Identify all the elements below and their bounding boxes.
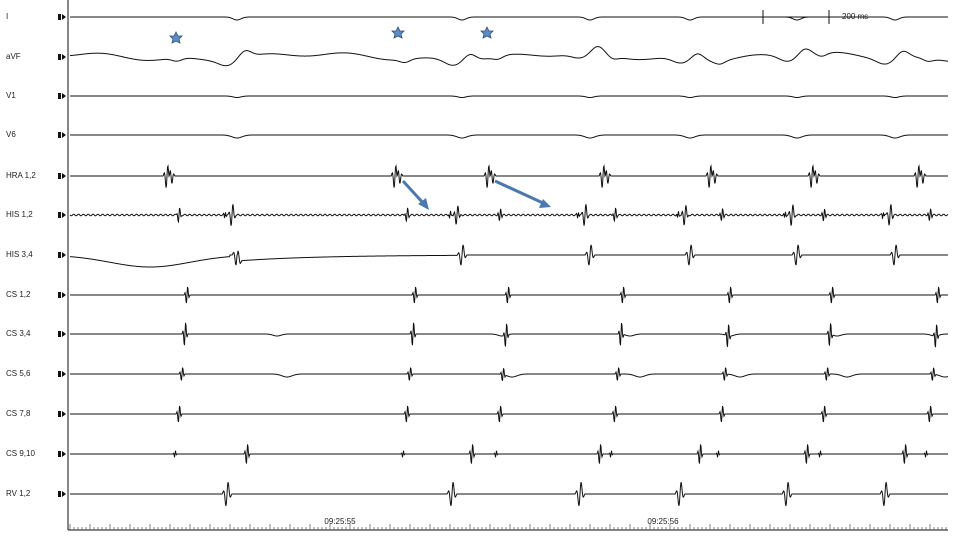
- trace: [69, 244, 948, 268]
- trace: [70, 405, 948, 423]
- channel-marker: [62, 292, 66, 298]
- channel-marker: [62, 331, 66, 337]
- channel-marker: [62, 173, 66, 179]
- traces: [58, 14, 949, 506]
- channel-marker: [58, 14, 61, 20]
- channel-label: RV 1,2: [6, 489, 31, 498]
- channel-label: aVF: [6, 52, 21, 61]
- trace: [70, 322, 949, 348]
- channel-label: HRA 1,2: [6, 171, 36, 180]
- channel-label: V6: [6, 130, 16, 139]
- channel-marker: [58, 451, 61, 457]
- channel-marker: [58, 212, 61, 218]
- channel-marker: [62, 14, 66, 20]
- channel-label: CS 5,6: [6, 369, 31, 378]
- channel-marker: [58, 491, 61, 497]
- scale-bar: 200 ms: [762, 10, 868, 24]
- channel-marker: [58, 252, 61, 258]
- channel-label: CS 7,8: [6, 409, 31, 418]
- channel-label: HIS 3,4: [6, 250, 33, 259]
- time-ruler: [69, 524, 947, 530]
- channel-label: CS 3,4: [6, 329, 31, 338]
- channel-marker: [62, 491, 66, 497]
- channel-label: CS 9,10: [6, 449, 35, 458]
- channel-marker: [62, 132, 66, 138]
- trace: [70, 286, 948, 304]
- channel-marker: [58, 411, 61, 417]
- trace: [70, 367, 949, 382]
- trace: [70, 164, 948, 188]
- channel-label: CS 1,2: [6, 290, 31, 299]
- annotation-stars: [169, 26, 494, 44]
- channel-marker: [58, 371, 61, 377]
- annotation-arrows: [401, 179, 551, 210]
- scale-bar-label: 200 ms: [842, 12, 868, 21]
- trace: [70, 134, 948, 139]
- channel-marker: [58, 54, 61, 60]
- channel-label: I: [6, 12, 8, 21]
- trace: [70, 444, 948, 464]
- channel-marker: [62, 411, 66, 417]
- channel-marker: [62, 371, 66, 377]
- channel-marker: [58, 292, 61, 298]
- channel-marker: [62, 93, 66, 99]
- trace: [70, 482, 948, 506]
- trace: [69, 46, 949, 67]
- channel-marker: [58, 132, 61, 138]
- channel-marker: [58, 93, 61, 99]
- channel-marker: [62, 451, 66, 457]
- trace: [69, 204, 949, 226]
- channel-marker: [58, 331, 61, 337]
- trace: [70, 95, 948, 99]
- timestamp: 09:25:55: [324, 517, 356, 526]
- channel-marker: [58, 173, 61, 179]
- channel-label: HIS 1,2: [6, 210, 33, 219]
- channel-marker: [62, 212, 66, 218]
- timestamp: 09:25:56: [647, 517, 679, 526]
- channel-marker: [62, 252, 66, 258]
- trace: [70, 16, 948, 21]
- channel-label: V1: [6, 91, 16, 100]
- channel-marker: [62, 54, 66, 60]
